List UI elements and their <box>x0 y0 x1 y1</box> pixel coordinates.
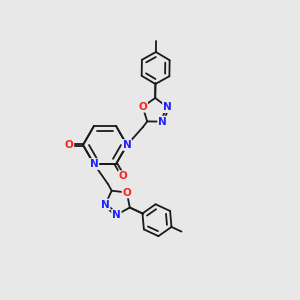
Text: O: O <box>122 188 131 197</box>
Text: N: N <box>123 140 131 150</box>
Text: N: N <box>101 200 110 209</box>
Text: O: O <box>118 171 127 181</box>
Text: N: N <box>90 159 98 169</box>
Text: O: O <box>138 102 147 112</box>
Text: N: N <box>112 210 121 220</box>
Text: N: N <box>158 117 167 127</box>
Text: N: N <box>163 102 172 112</box>
Text: O: O <box>64 140 74 150</box>
